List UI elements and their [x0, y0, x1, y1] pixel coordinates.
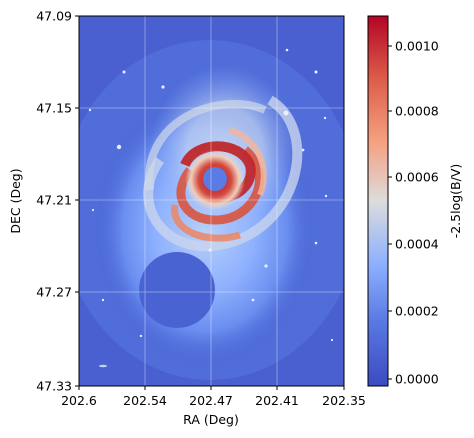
y-tick-label: 47.27: [36, 285, 72, 300]
x-tick-label: 202.54: [123, 393, 167, 408]
colorbar-ticks: [388, 45, 392, 380]
x-tick-label: 202.41: [255, 393, 299, 408]
galaxy-image: [79, 16, 344, 386]
x-axis-label: RA (Deg): [183, 412, 239, 427]
plot-grid: [79, 16, 344, 386]
masked-nucleus: [203, 167, 227, 191]
y-tick-label: 47.33: [36, 379, 72, 394]
colorbar-tick-label: 0.0002: [395, 304, 439, 319]
y-tick-label: 47.15: [36, 101, 72, 116]
y-axis: [75, 15, 79, 387]
x-tick-label: 202.6: [61, 393, 97, 408]
y-tick-label: 47.21: [36, 193, 72, 208]
x-tick-label: 202.35: [322, 393, 366, 408]
colorbar-tick-label: 0.0004: [395, 237, 439, 252]
y-axis-label: DEC (Deg): [8, 168, 23, 233]
x-axis: [78, 386, 345, 390]
masked-companion: [139, 252, 215, 328]
colorbar-tick-label: 0.0010: [395, 39, 439, 54]
colorbar: [367, 15, 389, 387]
y-tick-label: 47.09: [36, 9, 72, 24]
colorbar-label: -2.5log(B/V): [448, 164, 463, 239]
colorbar-tick-label: 0.0000: [395, 372, 439, 387]
colorbar-tick-label: 0.0006: [395, 170, 439, 185]
colorbar-tick-label: 0.0008: [395, 104, 439, 119]
x-tick-label: 202.47: [189, 393, 233, 408]
